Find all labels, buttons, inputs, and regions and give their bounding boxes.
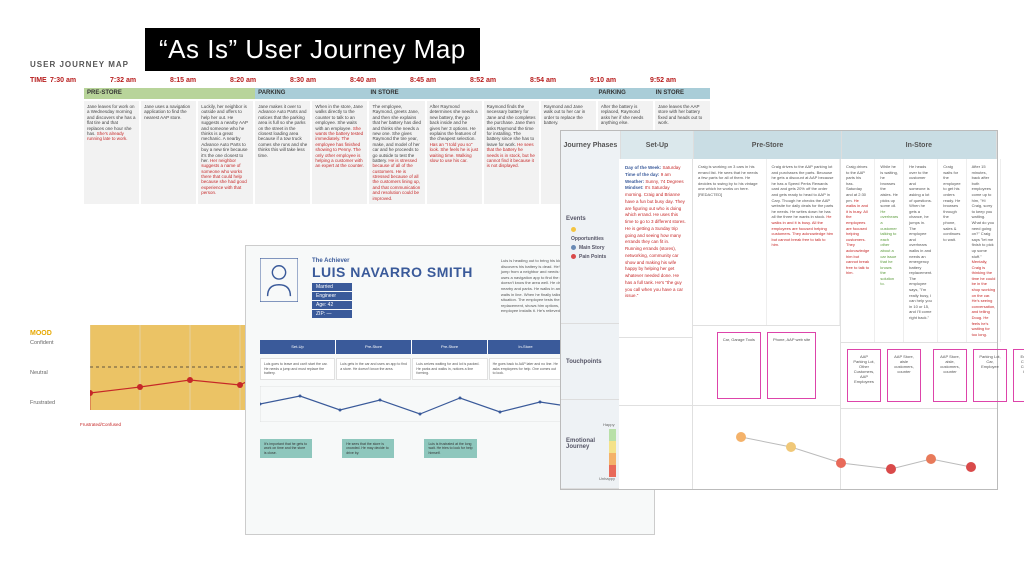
mood-y-0: Confident — [30, 340, 54, 346]
phase-2: IN STORE — [367, 88, 595, 99]
persona-tl-h-2: Pre-Store — [412, 340, 488, 354]
persona-tl-h-0: Set-Up — [260, 340, 336, 354]
left-row-touchpoints: Touchpoints — [561, 324, 619, 399]
time-6: 8:45 am — [410, 77, 470, 84]
phase-bar: PRE-STOREPARKINGIN STOREPARKINGIN STORE — [84, 88, 710, 99]
mood-foot: Frustrated/Confused — [80, 422, 121, 427]
story-5: The employee, Raymond, greets Jane, and … — [369, 101, 424, 204]
persona-tl-h-1: Pre-Store — [336, 340, 412, 354]
right-panel: Journey PhasesSet-UpPre-StoreIn-Store Ev… — [560, 130, 998, 490]
story-2: Luckily, her neighbor is outside and off… — [198, 101, 253, 204]
persona-note-2: Luis is frustrated at the long wait. He … — [424, 439, 476, 459]
legend-1: Main Story — [571, 244, 609, 253]
time-7: 8:52 am — [470, 77, 530, 84]
time-1: 7:32 am — [110, 77, 170, 84]
phase-0: PRE-STORE — [84, 88, 255, 99]
time-5: 8:40 am — [350, 77, 410, 84]
emotion-legend-bar — [609, 429, 616, 477]
persona-tag-2: Age: 42 — [312, 301, 352, 309]
persona-tag-3: ZIP: — — [312, 310, 352, 318]
story-3: Jane makes it over to Advance Auto Parts… — [255, 101, 310, 204]
time-row: TIME 7:30 am7:32 am8:15 am8:20 am8:30 am… — [30, 77, 710, 84]
rp-header-0: Journey Phases — [561, 131, 621, 159]
phase-4: IN STORE — [653, 88, 710, 99]
phase-3: PARKING — [596, 88, 653, 99]
right-panel-header: Journey PhasesSet-UpPre-StoreIn-Store — [561, 131, 997, 159]
story-1: Jane uses a navigation application to fi… — [141, 101, 196, 204]
back-map-label: USER JOURNEY MAP — [30, 60, 710, 69]
legend-0: Opportunities — [571, 226, 609, 244]
rp-header-1: Set-Up — [621, 131, 695, 159]
time-10: 9:52 am — [650, 77, 710, 84]
persona-tl-c-1: Luis gets in the car and uses an app to … — [336, 358, 411, 380]
rp-header-2: Pre-Store — [694, 131, 841, 159]
emotion-chart — [621, 419, 999, 481]
persona-tag-0: Married — [312, 283, 352, 291]
time-8: 8:54 am — [530, 77, 590, 84]
time-2: 8:15 am — [170, 77, 230, 84]
time-axis-label: TIME — [30, 77, 50, 84]
persona-tl-h-3: In-Store — [488, 340, 564, 354]
story-7: Raymond finds the necessary battery for … — [484, 101, 539, 204]
avatar-icon — [260, 258, 298, 302]
phase-1: PARKING — [255, 88, 367, 99]
mood-y-2: Frustrated — [30, 400, 55, 406]
mood-y-1: Neutral — [30, 370, 48, 376]
emotion-legend-bot: Unhappy — [599, 476, 615, 481]
persona-name: LUIS NAVARRO SMITH — [312, 264, 473, 280]
persona-note-0: It's important that he gets to work on t… — [260, 439, 312, 459]
time-0: 7:30 am — [50, 77, 110, 84]
story-0: Jane leaves for work on a Wednesday morn… — [84, 101, 139, 204]
time-3: 8:20 am — [230, 77, 290, 84]
persona-tag-1: Engineer — [312, 292, 352, 300]
time-4: 8:30 am — [290, 77, 350, 84]
story-4: When in the store, Jane walks directly t… — [312, 101, 367, 204]
persona-note-3 — [507, 439, 558, 459]
persona-note-1: He sees that the store is crowded. He ma… — [342, 439, 394, 459]
story-6: After Raymond determines she needs a new… — [427, 101, 482, 204]
emotion-legend-top: Happy — [603, 422, 615, 427]
legend: OpportunitiesMain StoryPain Points — [566, 222, 614, 266]
persona-tl-c-2: Luis arrives waiting for and lot is pack… — [412, 358, 487, 380]
legend-2: Pain Points — [571, 253, 609, 262]
persona-tl-c-3: He goes back to AAP later and no line. H… — [489, 358, 564, 380]
time-9: 9:10 am — [590, 77, 650, 84]
rp-header-3: In-Store — [842, 131, 997, 159]
persona-tl-c-0: Luis goes to leave and can't start the c… — [260, 358, 335, 380]
